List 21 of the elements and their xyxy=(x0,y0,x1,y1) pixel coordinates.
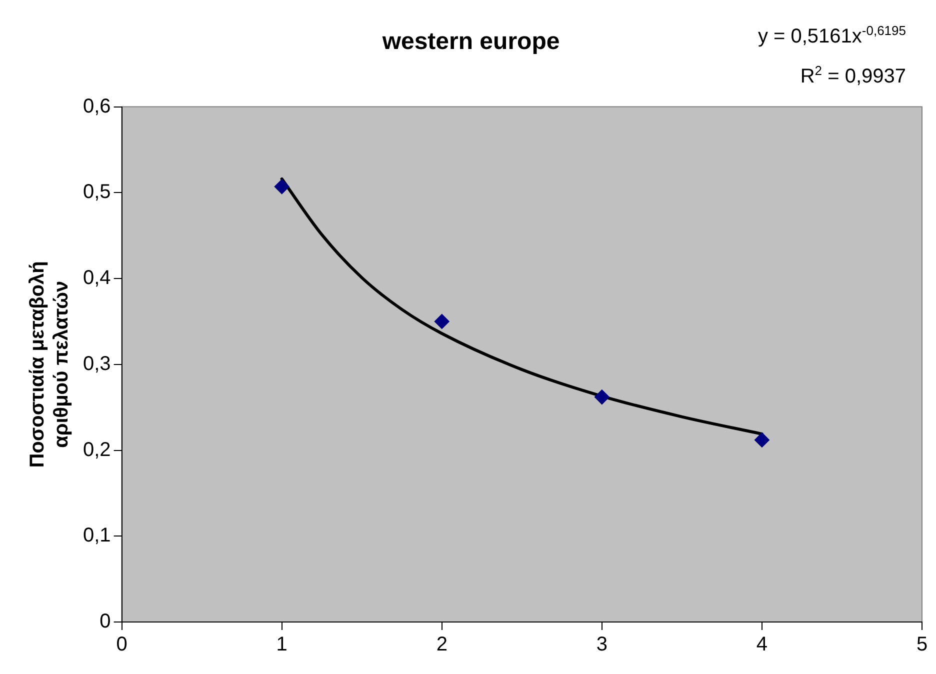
point xyxy=(594,390,610,405)
point xyxy=(274,179,290,194)
x-tick-label: 1 xyxy=(276,634,288,656)
y-tick-label: 0,2 xyxy=(82,438,111,461)
y-axis-title: Ποσοστιαία μεταβολή αριθμού πελατών xyxy=(26,261,73,468)
y-tick-label: 0,5 xyxy=(82,181,111,204)
chart-title: western europe xyxy=(381,28,560,56)
text: R$^{2}$ = 0,9937 xyxy=(799,62,906,90)
x-tick-label: 2 xyxy=(436,634,448,656)
x-tick-label: 3 xyxy=(596,634,608,656)
y-tick-label: 0,1 xyxy=(82,524,111,547)
x-tick-label: 5 xyxy=(916,634,928,656)
y-tick-label: 0,6 xyxy=(82,95,111,118)
y-tick-label: 0 xyxy=(100,610,111,633)
text: y = 0,5161x$^{-0,6195}$ xyxy=(758,22,906,50)
point xyxy=(434,314,450,329)
x-tick-label: 0 xyxy=(116,634,128,656)
y-tick-label: 0,4 xyxy=(82,267,111,290)
y-tick-label: 0,3 xyxy=(82,352,111,375)
x-tick-label: 4 xyxy=(756,634,768,656)
point xyxy=(754,432,770,448)
